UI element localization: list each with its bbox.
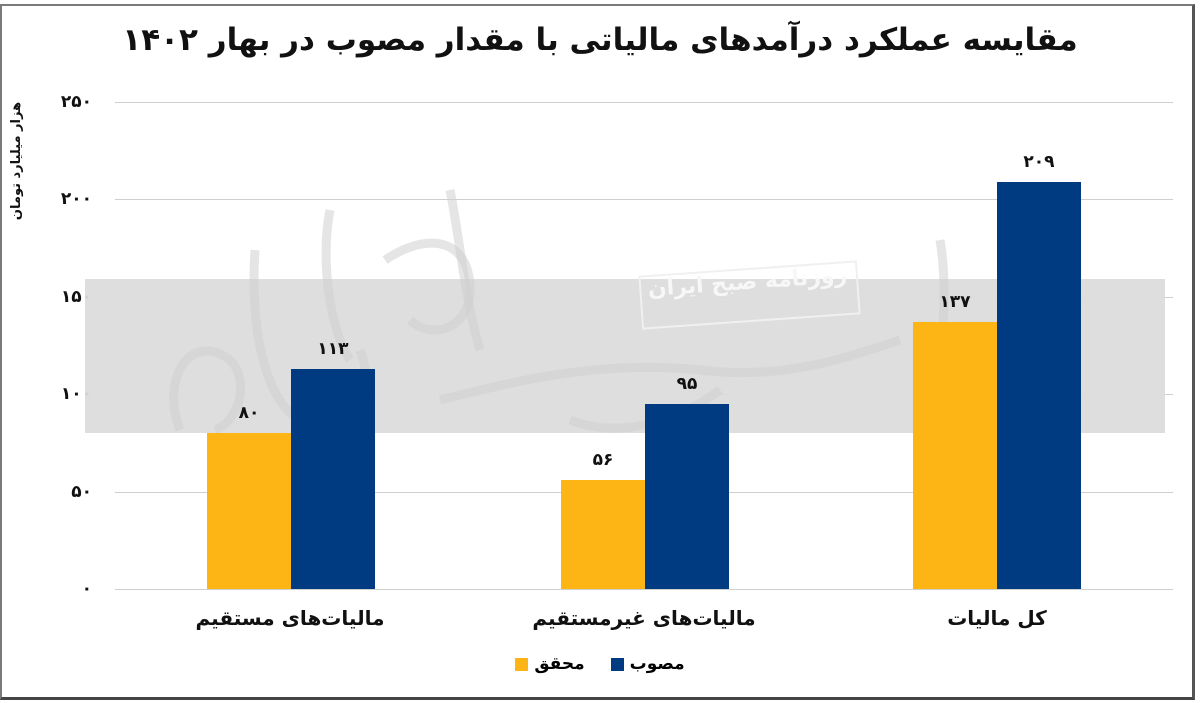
bar-value-label: ۱۳۷ — [939, 292, 971, 313]
bar-approved — [291, 368, 375, 589]
legend-label-actual: محقق — [534, 654, 585, 674]
y-axis-label: هزار میلیارد تومان — [9, 101, 24, 221]
bar-approved — [997, 181, 1081, 589]
bar-actual — [207, 433, 291, 589]
category-label-direct-taxes: مالیات‌های مستقیم — [195, 606, 385, 630]
legend-swatch-approved — [610, 657, 624, 671]
y-tick-label: ۰ — [81, 579, 92, 599]
legend-item-approved: مصوب — [610, 654, 685, 674]
legend-swatch-actual — [515, 657, 529, 671]
legend: مصوب محقق — [0, 654, 1200, 674]
y-tick-label: ۲۰۰ — [60, 189, 92, 210]
gridline — [115, 102, 1173, 103]
gridline — [115, 589, 1173, 590]
bar-actual — [561, 479, 645, 589]
y-tick-label: ۲۵۰ — [60, 92, 92, 112]
chart-frame — [0, 4, 1195, 700]
legend-label-approved: مصوب — [629, 654, 685, 674]
y-tick-label: ۵۰ — [71, 481, 92, 502]
bar-actual — [913, 322, 997, 589]
bar-approved — [645, 403, 729, 589]
bar-value-label: ۵۶ — [592, 449, 614, 470]
bar-value-label: ۸۰ — [238, 403, 260, 424]
y-tick-label: ۱۵۰ — [60, 286, 92, 307]
category-label-indirect-taxes: مالیات‌های غیرمستقیم — [532, 606, 756, 630]
chart-title: مقایسه عملکرد درآمدهای مالیاتی با مقدار … — [122, 22, 1078, 58]
category-label-total-taxes: کل مالیات — [947, 606, 1047, 630]
bar-value-label: ۱۱۳ — [317, 338, 349, 359]
y-tick-label: ۱۰۰ — [60, 384, 92, 405]
gridline — [115, 199, 1173, 201]
bar-value-label: ۹۵ — [676, 373, 698, 394]
legend-item-actual: محقق — [515, 654, 585, 674]
bar-value-label: ۲۰۹ — [1023, 151, 1055, 172]
